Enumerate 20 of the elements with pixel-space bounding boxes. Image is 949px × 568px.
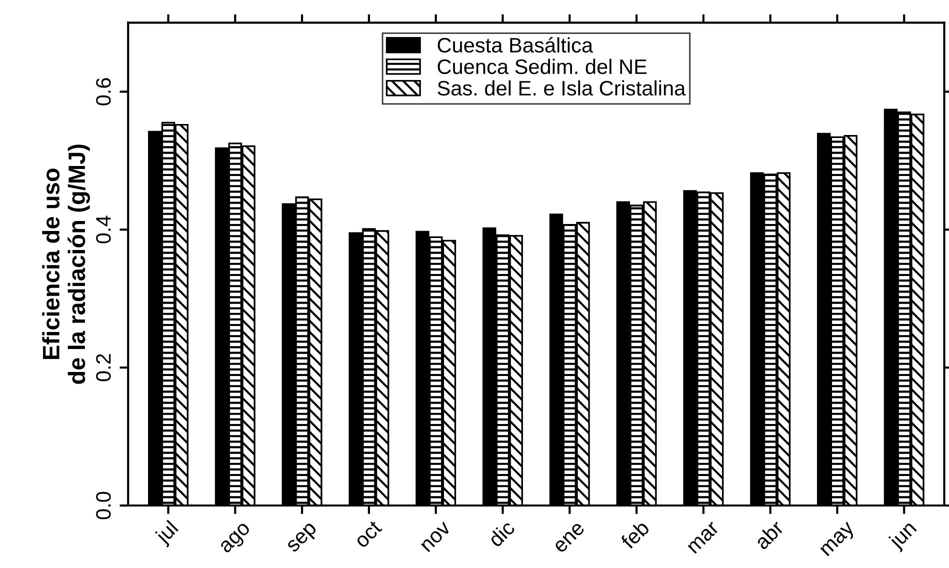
- y-tick-label: 0.0: [96, 492, 111, 520]
- x-tick-label: nov: [420, 522, 452, 552]
- x-tick-label: ago: [219, 522, 254, 556]
- x-tick-label: jun: [887, 520, 920, 552]
- x-tick-label: may: [820, 521, 858, 560]
- x-tick-label: feb: [620, 519, 650, 550]
- x-tick-label: jul: [154, 520, 182, 548]
- x-tick-label: oct: [354, 520, 383, 549]
- x-tick-label: sep: [286, 522, 320, 556]
- x-tick-label: mar: [688, 522, 720, 554]
- y-tick-label: 0.4: [96, 216, 111, 244]
- x-tick-label: abr: [753, 518, 785, 550]
- x-tick-label: ene: [554, 522, 586, 554]
- x-tick-label: dic: [487, 519, 516, 548]
- legend-label: Cuenca Sedim. del NE: [438, 58, 647, 74]
- y-tick-label: 0.2: [96, 354, 111, 382]
- y-axis-title: Eficiencia de uso de la radiación (g/MJ): [42, 144, 90, 384]
- legend-label: Cuesta Basáltica: [438, 37, 594, 53]
- legend-label: Sas. del E. e Isla Cristalina: [438, 80, 686, 96]
- y-tick-label: 0.6: [96, 78, 111, 106]
